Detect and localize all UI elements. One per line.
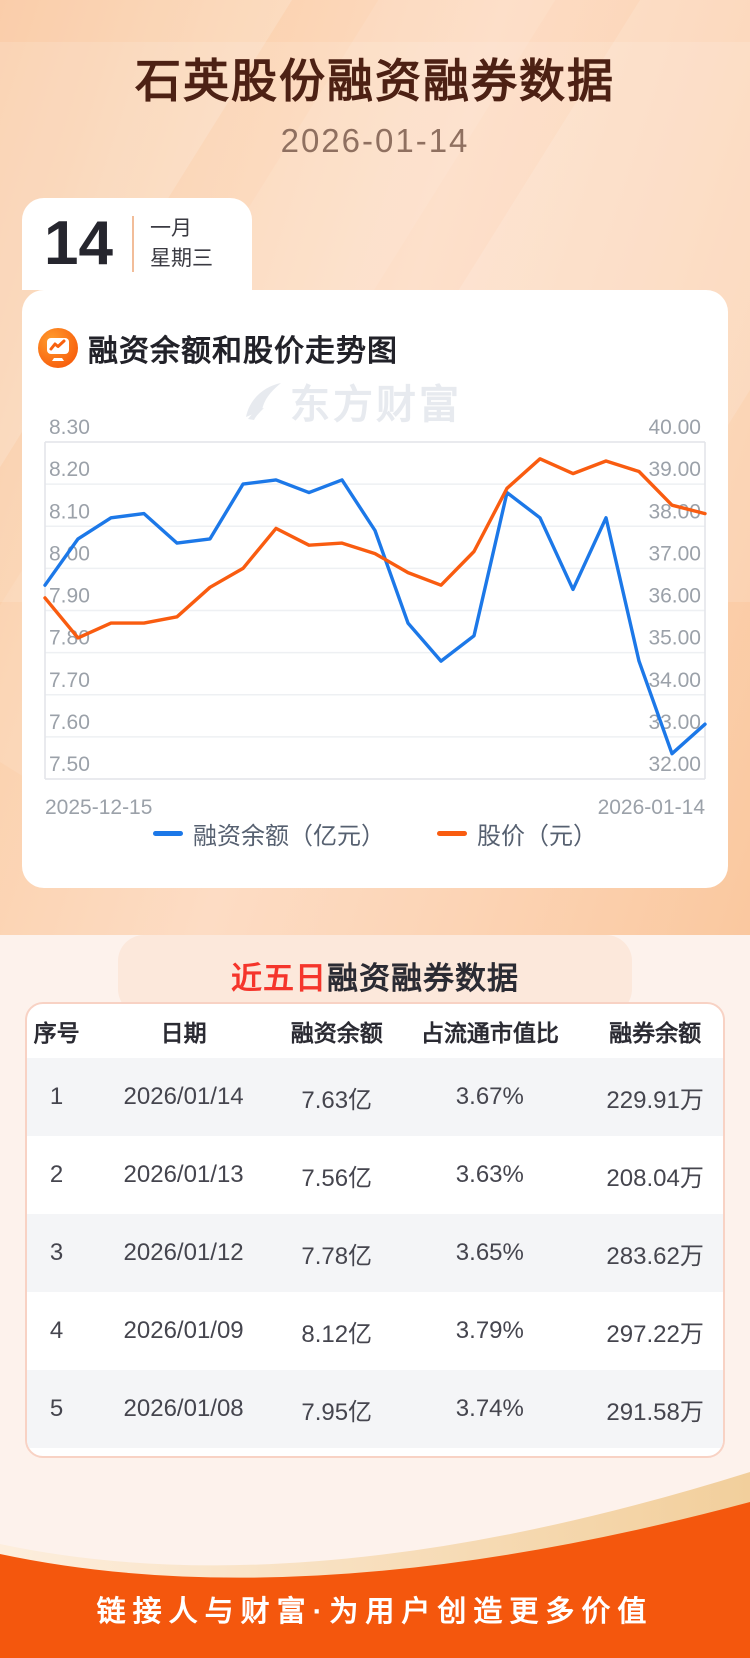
- right-axis-tick-label: 35.00: [648, 627, 701, 650]
- left-axis-tick-label: 7.60: [49, 711, 90, 734]
- page-date: 2026-01-14: [280, 122, 470, 159]
- footer-orange-area: [0, 1502, 750, 1658]
- legend-label: 融资余额（亿元）: [193, 823, 385, 850]
- chart-section-title: 融资余额和股价走势图: [88, 335, 398, 368]
- table-body: 1 2026/01/14 7.63亿 3.67% 229.91万 2 2026/01/13 7…: [27, 1058, 723, 1448]
- chart-card: 东方财富 融资余额和股价走势图 8.30 40.00 8.20 39.00 8.10 38…: [22, 290, 728, 888]
- calendar-month-weekday: 一月 星期三: [150, 214, 213, 274]
- calendar-month: 一月: [150, 217, 192, 240]
- left-axis-tick-label: 8.10: [49, 500, 90, 523]
- calendar-weekday: 星期三: [150, 247, 213, 270]
- x-axis-end-label: 2026-01-14: [598, 796, 706, 819]
- column-header: 融券余额: [609, 1020, 702, 1046]
- right-axis-tick-label: 34.00: [648, 669, 701, 692]
- table-cell: 3.79%: [455, 1317, 524, 1344]
- legend-swatch: [153, 831, 183, 836]
- right-axis-tick-label: 32.00: [648, 753, 701, 776]
- table-cell: 3.67%: [455, 1083, 524, 1110]
- series-line-1: [43, 457, 707, 640]
- table-cell: 297.22万: [606, 1320, 704, 1348]
- table-cell: 4: [49, 1317, 64, 1344]
- table-cell: 229.91万: [606, 1086, 704, 1114]
- page-title: 石英股份融资融券数据: [135, 55, 615, 107]
- table-cell: 3.74%: [455, 1395, 524, 1422]
- table-title-highlight: 近五日: [231, 961, 327, 996]
- calendar-badge: 14 一月 星期三: [22, 198, 252, 290]
- left-axis-tick-label: 8.00: [49, 542, 90, 565]
- legend-label: 股价（元）: [477, 823, 597, 850]
- table-cell: 2026/01/14: [123, 1083, 244, 1110]
- table-cell: 3.63%: [455, 1161, 524, 1188]
- x-axis-start-label: 2025-12-15: [45, 796, 152, 819]
- margin-balance-price-line-chart: 8.30 40.00 8.20 39.00 8.10 38.00 8.00 37.00 7.90…: [43, 416, 707, 819]
- table-header-row: 序号 日期 融资余额 占流通市值比 融券余额: [27, 1004, 723, 1058]
- table-cell: 3: [49, 1239, 64, 1266]
- table-cell: 5: [49, 1395, 64, 1422]
- table-row: 5 2026/01/08 7.95亿 3.74% 291.58万: [27, 1370, 723, 1448]
- table-row: 2 2026/01/13 7.56亿 3.63% 208.04万: [27, 1136, 723, 1214]
- left-axis-tick-label: 7.80: [49, 627, 90, 650]
- chart-legend: 融资余额（亿元） 股价（元）: [22, 816, 728, 851]
- left-axis-tick-label: 7.50: [49, 753, 90, 776]
- table-row: 4 2026/01/09 8.12亿 3.79% 297.22万: [27, 1292, 723, 1370]
- left-axis-tick-label: 7.90: [49, 585, 90, 608]
- column-header: 融资余额: [290, 1020, 383, 1046]
- chart-section-header: 融资余额和股价走势图: [38, 326, 398, 370]
- column-header: 占流通市值比: [420, 1020, 559, 1046]
- table-cell: 7.78亿: [301, 1242, 373, 1270]
- table-cell: 2026/01/09: [123, 1317, 244, 1344]
- table-title: 近五日融资融券数据: [118, 953, 632, 998]
- table-title-rest: 融资融券数据: [327, 961, 519, 996]
- table-cell: 208.04万: [606, 1164, 704, 1192]
- left-axis-tick-label: 8.20: [49, 458, 90, 481]
- calendar-day: 14: [44, 209, 113, 278]
- table-cell: 2: [49, 1161, 64, 1188]
- table-row: 3 2026/01/12 7.78亿 3.65% 283.62万: [27, 1214, 723, 1292]
- legend-item: 融资余额（亿元）: [153, 816, 385, 851]
- footer-wave: [0, 1472, 750, 1658]
- table-cell: 7.95亿: [301, 1398, 373, 1426]
- table-cell: 3.65%: [455, 1239, 524, 1266]
- right-axis-tick-label: 36.00: [648, 585, 701, 608]
- series-line-0: [43, 478, 707, 756]
- left-axis-tick-label: 8.30: [49, 416, 90, 439]
- table-title-box: 近五日融资融券数据: [118, 935, 632, 1015]
- legend-item: 股价（元）: [437, 816, 597, 851]
- legend-swatch: [437, 831, 467, 836]
- table-row: 1 2026/01/14 7.63亿 3.67% 229.91万: [27, 1058, 723, 1136]
- table-cell: 7.56亿: [301, 1164, 373, 1192]
- right-axis-tick-label: 37.00: [648, 542, 701, 565]
- table-cell: 7.63亿: [301, 1086, 373, 1114]
- table-cell: 283.62万: [606, 1242, 704, 1270]
- footer-slogan: 链接人与财富·为用户创造更多价值: [96, 1596, 654, 1628]
- table-cell: 291.58万: [606, 1398, 704, 1426]
- column-header: 序号: [33, 1020, 80, 1046]
- monitor-trend-glyph: [47, 338, 69, 361]
- table-cell: 2026/01/12: [123, 1239, 244, 1266]
- calendar-divider: [132, 216, 134, 272]
- column-header: 日期: [160, 1020, 207, 1046]
- right-axis-tick-label: 39.00: [648, 458, 701, 481]
- table-cell: 8.12亿: [301, 1320, 373, 1348]
- right-axis-tick-label: 38.00: [648, 500, 701, 523]
- trend-chart-icon: [38, 328, 78, 368]
- table-cell: 2026/01/08: [123, 1395, 244, 1422]
- left-axis-tick-label: 7.70: [49, 669, 90, 692]
- table-cell: 1: [49, 1083, 64, 1110]
- table-cell: 2026/01/13: [123, 1161, 244, 1188]
- right-axis-tick-label: 40.00: [648, 416, 701, 439]
